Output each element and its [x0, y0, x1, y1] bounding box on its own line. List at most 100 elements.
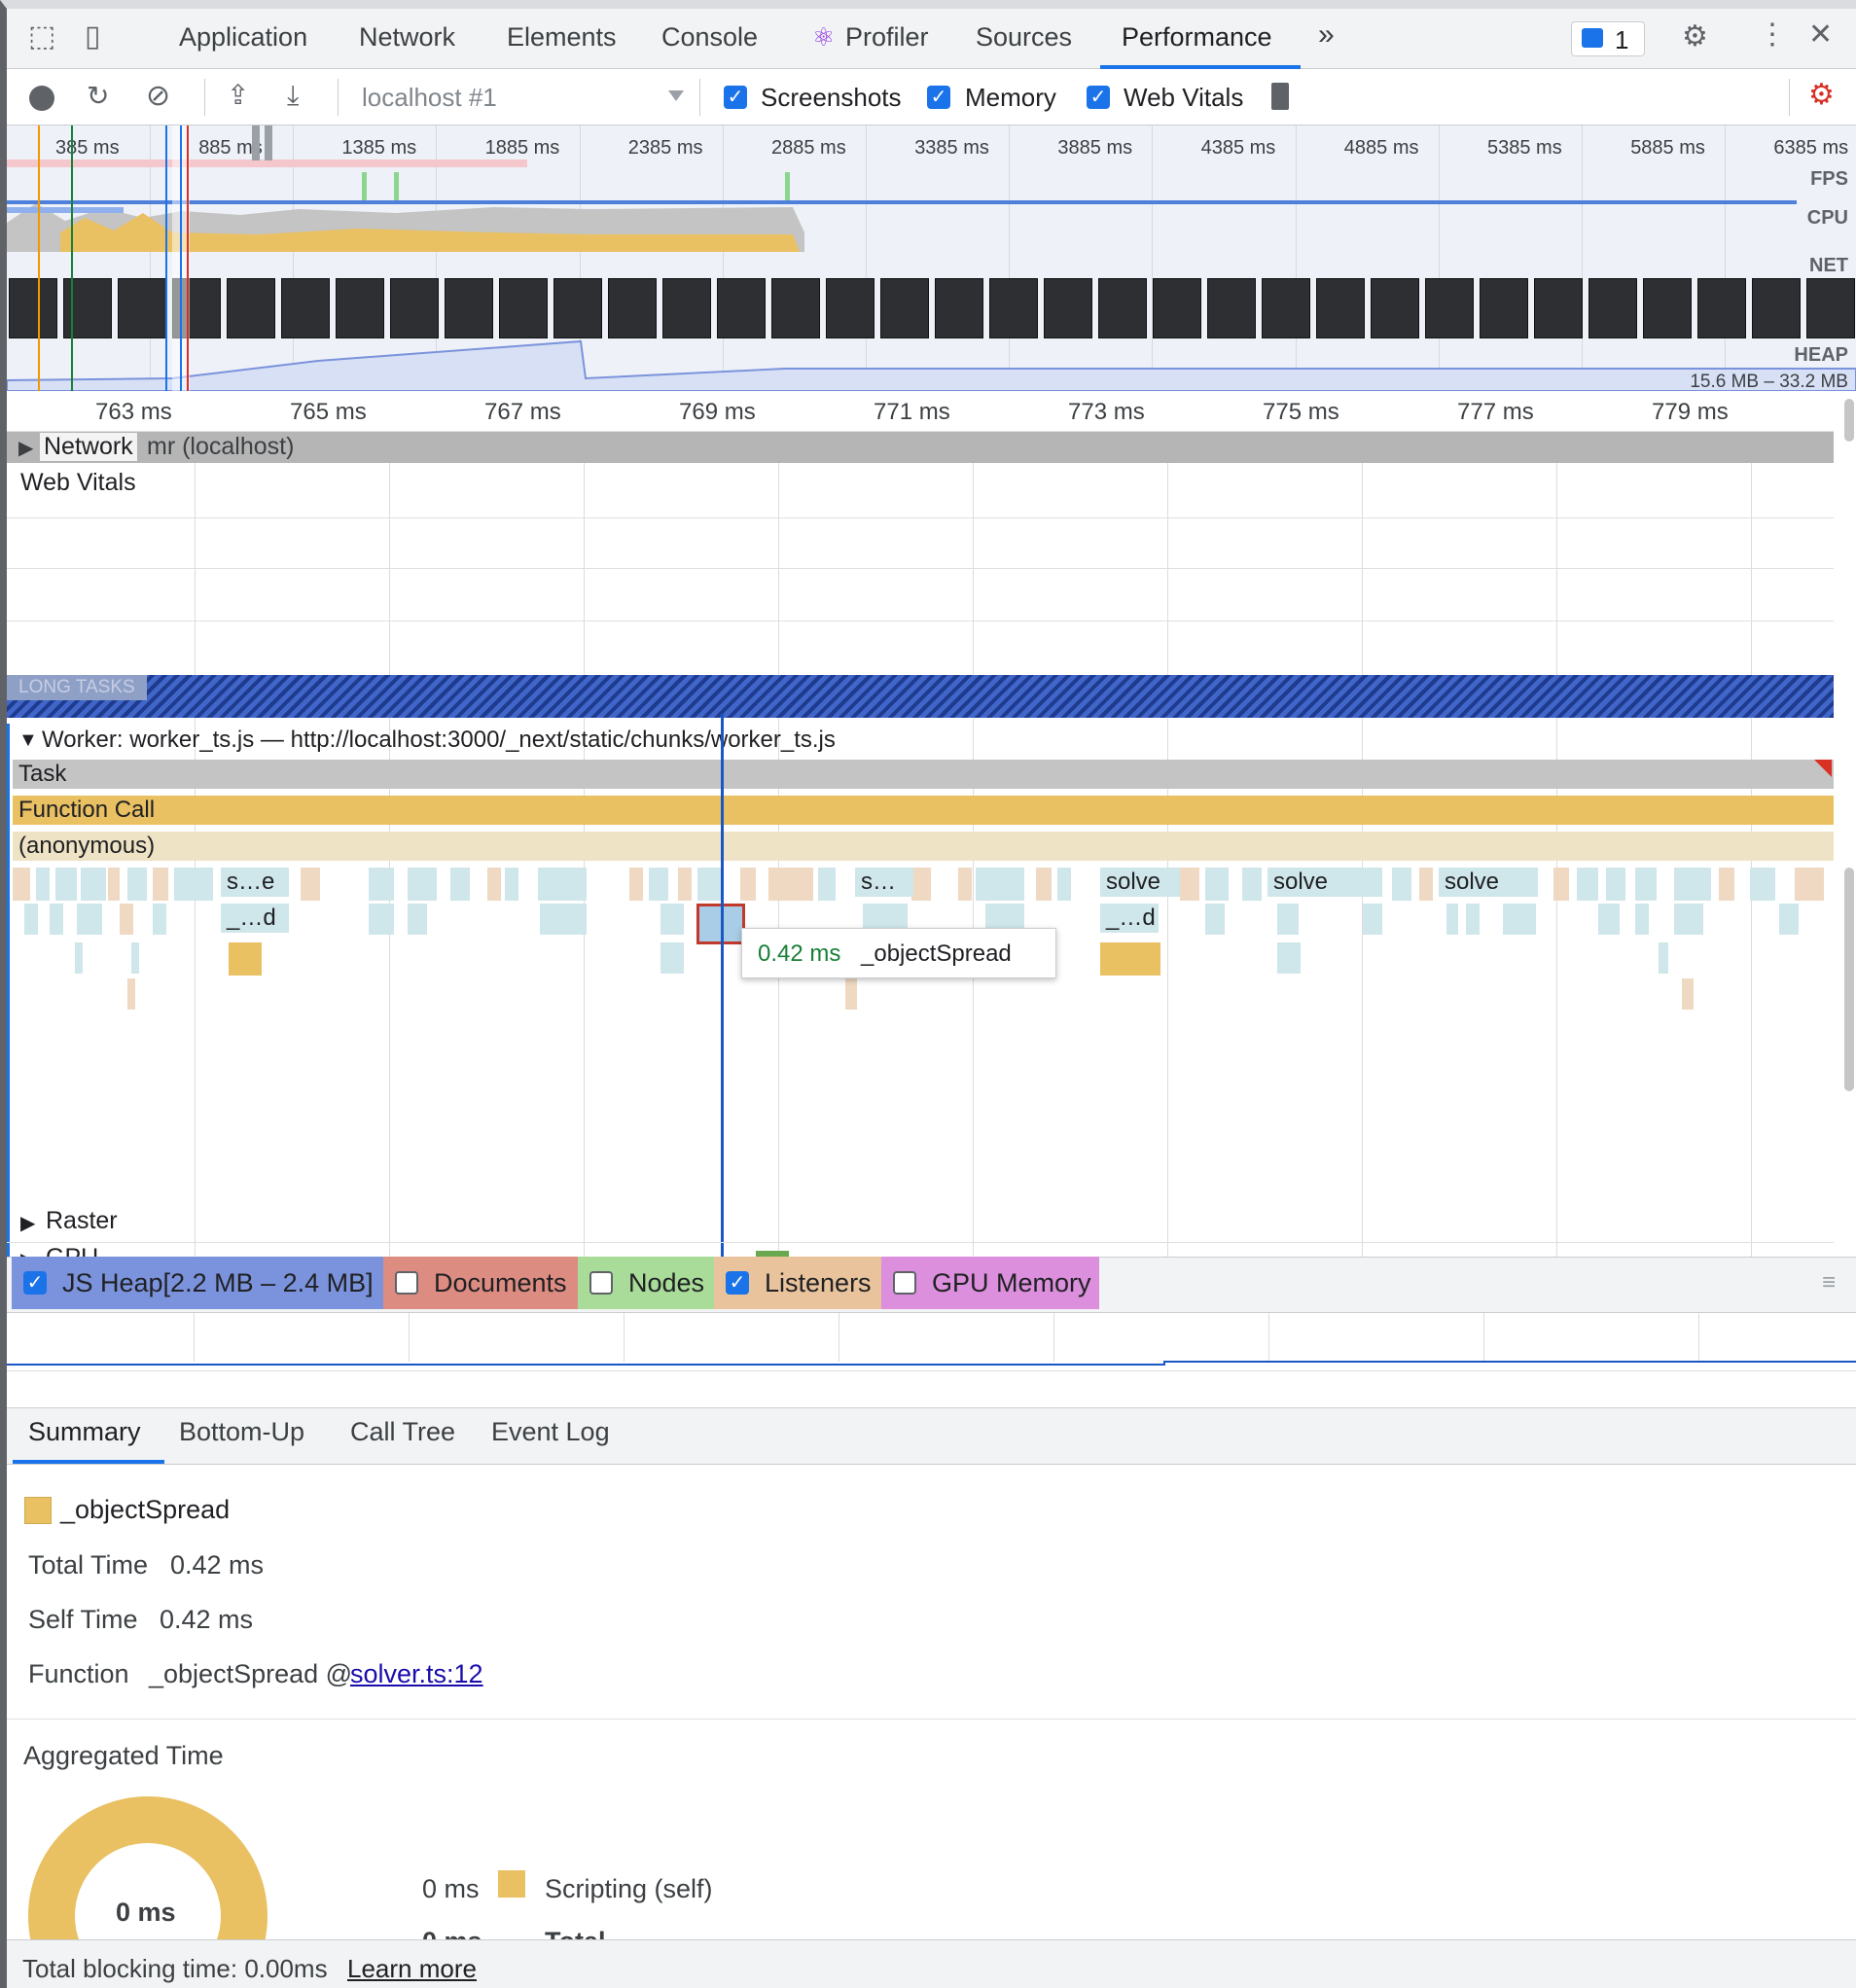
- documents-checkbox[interactable]: [395, 1271, 418, 1295]
- flame-item[interactable]: s…e: [221, 868, 289, 897]
- flame-item-solve[interactable]: solve: [1100, 868, 1180, 897]
- flame-item[interactable]: s…: [855, 868, 913, 897]
- flame-item[interactable]: [1503, 904, 1536, 935]
- flame-item[interactable]: [911, 868, 931, 901]
- collect-garbage-icon[interactable]: [1271, 83, 1289, 110]
- screenshot-thumbnail[interactable]: [771, 278, 820, 338]
- flame-item[interactable]: [487, 868, 501, 901]
- dropdown-arrow-icon[interactable]: [668, 90, 684, 101]
- flame-item[interactable]: [505, 868, 518, 901]
- screenshot-thumbnail[interactable]: [445, 278, 493, 338]
- learn-more-link[interactable]: Learn more: [347, 1954, 477, 1983]
- flame-item[interactable]: [768, 868, 813, 901]
- more-tabs-chevron-icon[interactable]: »: [1318, 18, 1335, 51]
- selection-handle[interactable]: [252, 125, 260, 160]
- flame-item[interactable]: [740, 868, 756, 901]
- screenshot-thumbnail[interactable]: [1153, 278, 1201, 338]
- flame-item[interactable]: [1682, 978, 1694, 1010]
- screenshot-thumbnail[interactable]: [553, 278, 602, 338]
- flame-item[interactable]: [649, 868, 668, 901]
- flame-item[interactable]: [1674, 904, 1703, 935]
- flame-item[interactable]: [540, 904, 587, 935]
- flame-item[interactable]: [958, 868, 972, 901]
- flame-item[interactable]: [976, 868, 1024, 901]
- raster-track-label[interactable]: Raster: [46, 1207, 118, 1234]
- flame-item[interactable]: [81, 868, 106, 901]
- flame-item[interactable]: [538, 868, 587, 901]
- close-icon[interactable]: ✕: [1808, 18, 1834, 51]
- flame-item[interactable]: [1446, 904, 1458, 935]
- web-vitals-checkbox[interactable]: ✓: [1087, 86, 1110, 109]
- screenshot-thumbnail[interactable]: [1643, 278, 1692, 338]
- flame-item[interactable]: [1392, 868, 1411, 901]
- screenshot-thumbnail[interactable]: [989, 278, 1038, 338]
- flame-item[interactable]: [660, 904, 684, 935]
- flame-item[interactable]: [55, 868, 77, 901]
- flame-item[interactable]: [1277, 904, 1299, 935]
- flame-item[interactable]: [1779, 904, 1799, 935]
- flame-item[interactable]: [818, 868, 836, 901]
- flame-item[interactable]: [174, 868, 213, 901]
- screenshot-thumbnail[interactable]: [1752, 278, 1801, 338]
- anonymous-bar[interactable]: (anonymous): [13, 832, 1834, 861]
- flame-item[interactable]: [369, 868, 394, 901]
- screenshot-thumbnail[interactable]: [717, 278, 766, 338]
- screenshot-thumbnail[interactable]: [227, 278, 275, 338]
- screenshot-thumbnail[interactable]: [281, 278, 330, 338]
- listeners-legend[interactable]: ✓ Listeners: [714, 1257, 881, 1309]
- listeners-checkbox[interactable]: ✓: [726, 1271, 749, 1295]
- flame-item[interactable]: [369, 904, 394, 935]
- task-bar[interactable]: Task: [13, 760, 1834, 789]
- flame-item[interactable]: [408, 904, 427, 935]
- tab-profiler[interactable]: Profiler: [845, 22, 929, 52]
- js-heap-legend[interactable]: ✓ JS Heap[2.2 MB – 2.4 MB]: [12, 1257, 383, 1309]
- tab-sources[interactable]: Sources: [976, 22, 1073, 52]
- flame-item[interactable]: [1577, 868, 1598, 901]
- flame-item[interactable]: [13, 868, 30, 901]
- screenshot-thumbnail[interactable]: [1316, 278, 1365, 338]
- flame-item[interactable]: [127, 978, 135, 1010]
- network-track[interactable]: ▶ Network mr (localhost): [7, 432, 1834, 463]
- flame-item[interactable]: [1205, 868, 1229, 901]
- target-select[interactable]: localhost #1: [362, 83, 497, 112]
- gpu-memory-checkbox[interactable]: [893, 1271, 916, 1295]
- nodes-legend[interactable]: Nodes: [578, 1257, 714, 1309]
- flame-item[interactable]: [1635, 868, 1657, 901]
- flame-item[interactable]: [1057, 868, 1071, 901]
- flame-item-solve[interactable]: solve: [1439, 868, 1538, 897]
- screenshot-thumbnail[interactable]: [1098, 278, 1147, 338]
- collapse-arrow-icon[interactable]: ▼: [18, 729, 38, 751]
- flame-item[interactable]: [1553, 868, 1569, 901]
- screenshot-thumbnail[interactable]: [662, 278, 711, 338]
- settings-gear-icon[interactable]: ⚙: [1682, 20, 1708, 53]
- flame-item[interactable]: [153, 868, 168, 901]
- flame-item[interactable]: [678, 868, 692, 901]
- flame-chart[interactable]: ▶ Network mr (localhost) Web Vitals LONG…: [7, 432, 1834, 1264]
- screenshots-checkbox[interactable]: ✓: [724, 86, 747, 109]
- flame-item[interactable]: [1659, 942, 1668, 974]
- js-heap-checkbox[interactable]: ✓: [23, 1271, 47, 1295]
- screenshot-thumbnail[interactable]: [9, 278, 57, 338]
- tab-call-tree[interactable]: Call Tree: [350, 1417, 456, 1446]
- reload-record-icon[interactable]: ↻: [87, 81, 110, 111]
- flame-item[interactable]: [845, 978, 857, 1010]
- tab-performance[interactable]: Performance: [1122, 22, 1272, 52]
- flame-item[interactable]: _…d: [1100, 904, 1159, 933]
- gpu-event[interactable]: [756, 1251, 789, 1260]
- device-toolbar-icon[interactable]: ▯: [85, 20, 101, 53]
- flame-scrollbar[interactable]: [1841, 391, 1856, 1264]
- screenshot-thumbnail[interactable]: [880, 278, 929, 338]
- flame-item[interactable]: [1363, 904, 1382, 935]
- tab-summary[interactable]: Summary: [28, 1417, 141, 1446]
- function-call-bar[interactable]: Function Call: [13, 796, 1834, 825]
- flame-item[interactable]: [450, 868, 470, 901]
- flame-item-solve[interactable]: solve: [1267, 868, 1382, 897]
- download-profile-icon[interactable]: ⤓: [287, 80, 300, 110]
- record-button[interactable]: [29, 86, 54, 111]
- flame-item[interactable]: [24, 904, 38, 935]
- flame-item[interactable]: [229, 942, 262, 976]
- screenshot-thumbnail[interactable]: [1207, 278, 1256, 338]
- screenshot-thumbnail[interactable]: [1588, 278, 1637, 338]
- scrollbar-thumb[interactable]: [1844, 868, 1854, 1091]
- screenshot-thumbnail[interactable]: [1262, 278, 1310, 338]
